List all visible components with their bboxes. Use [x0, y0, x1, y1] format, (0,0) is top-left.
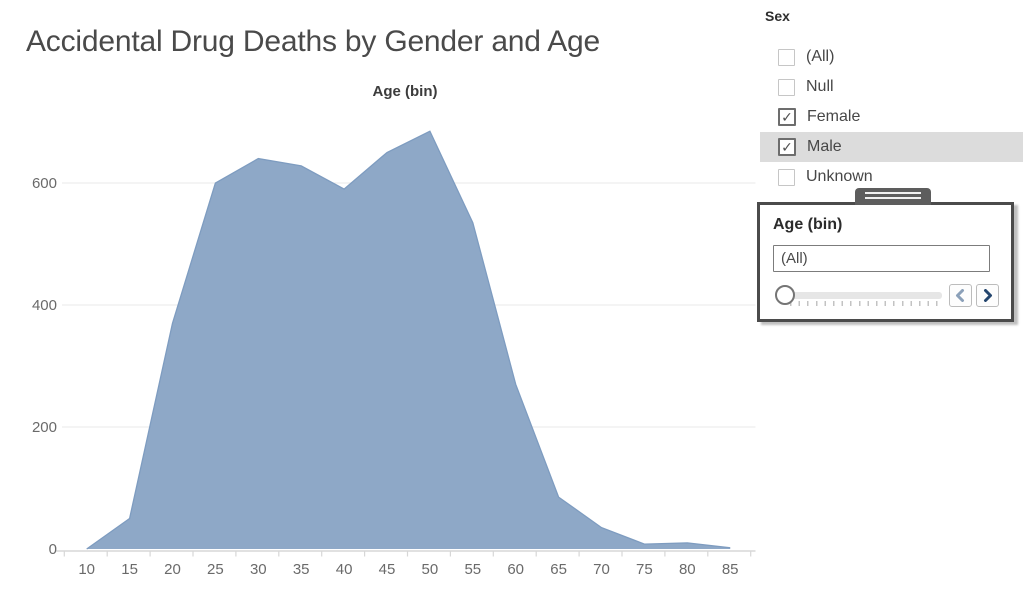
age-filter-dropdown[interactable]: (All)	[773, 245, 990, 272]
sex-option-label: (All)	[806, 48, 835, 65]
slider-next-button[interactable]	[976, 284, 999, 307]
x-tick-label: 60	[507, 561, 524, 578]
sex-option-label: Null	[806, 78, 834, 95]
checkbox-checked-icon[interactable]: ✓	[778, 138, 796, 156]
sex-option-row[interactable]: ✓ Female	[760, 102, 1023, 132]
y-tick-label: 400	[32, 297, 57, 314]
sex-option-label: Female	[807, 108, 861, 125]
checkbox-unchecked-icon[interactable]	[778, 168, 795, 186]
age-filter-value: (All)	[781, 250, 808, 267]
drag-handle-icon[interactable]	[855, 188, 931, 205]
x-tick-label: 80	[679, 561, 696, 578]
chart-axis-title: Age (bin)	[372, 83, 438, 100]
x-tick-label: 55	[464, 561, 481, 578]
slider-handle[interactable]	[775, 285, 795, 305]
x-tick-label: 75	[636, 561, 653, 578]
y-tick-label: 200	[32, 419, 57, 436]
slider-track[interactable]	[786, 292, 942, 299]
sex-filter-title: Sex	[765, 8, 790, 24]
slider-prev-button[interactable]	[949, 284, 972, 307]
sex-option-row[interactable]: ✓ Male	[760, 132, 1023, 162]
x-tick-label: 85	[722, 561, 739, 578]
y-tick-label: 0	[49, 541, 57, 558]
checkbox-unchecked-icon[interactable]	[778, 78, 795, 96]
area-outline	[86, 130, 731, 550]
x-tick-label: 45	[379, 561, 396, 578]
age-bin-filter-card: Age (bin) (All)	[757, 188, 1014, 322]
x-tick-label: 50	[422, 561, 439, 578]
sex-option-row[interactable]: Null	[760, 72, 1023, 102]
x-tick-label: 20	[164, 561, 181, 578]
sex-option-row[interactable]: (All)	[760, 42, 1023, 72]
sex-option-row[interactable]: Unknown	[760, 162, 1023, 192]
sex-filter-list: (All) Null ✓ Female ✓ Male Unknown	[760, 42, 1023, 192]
chevron-left-icon	[956, 289, 964, 302]
checkbox-unchecked-icon[interactable]	[778, 48, 795, 66]
x-tick-label: 10	[78, 561, 95, 578]
sex-option-label: Male	[807, 138, 842, 155]
x-tick-label: 65	[550, 561, 567, 578]
sex-filter-panel: Sex (All) Null ✓ Female ✓ Male Unknown	[760, 0, 1023, 200]
dashboard-title: Accidental Drug Deaths by Gender and Age	[26, 25, 601, 58]
checkbox-checked-icon[interactable]: ✓	[778, 108, 796, 126]
x-tick-label: 30	[250, 561, 267, 578]
area-chart[interactable]: 10 15 20 25 30 35 40 45 50 55 60 65 70 75 80 85 0 200 400 6…	[0, 0, 760, 599]
x-tick-label: 35	[293, 561, 310, 578]
x-tick-label: 15	[121, 561, 138, 578]
chevron-right-icon	[984, 289, 992, 302]
area-fill[interactable]	[86, 131, 731, 549]
x-tick-label: 70	[593, 561, 610, 578]
y-tick-label: 600	[32, 175, 57, 192]
sex-option-label: Unknown	[806, 168, 873, 185]
slider-tick-marks	[790, 301, 944, 306]
age-filter-title: Age (bin)	[773, 216, 843, 233]
x-tick-label: 40	[336, 561, 353, 578]
x-tick-label: 25	[207, 561, 224, 578]
